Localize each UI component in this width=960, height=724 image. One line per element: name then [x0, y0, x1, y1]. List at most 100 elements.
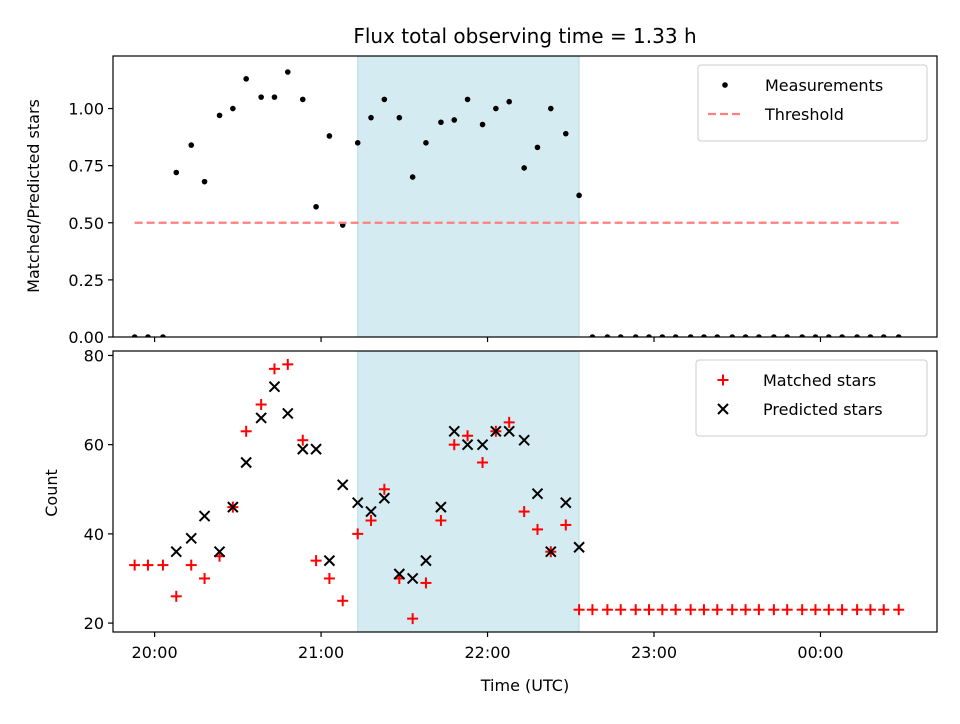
top-data — [131, 69, 902, 337]
bottom-series-matched-stars-point — [448, 439, 460, 451]
bottom-series-predicted-stars-point — [255, 412, 267, 424]
bottom-series-matched-stars-point — [268, 363, 280, 375]
bottom-series-predicted-stars-point — [573, 541, 585, 553]
bottom-series-matched-stars-point — [643, 604, 655, 616]
bottom-series-matched-stars-point — [297, 434, 309, 446]
bottom-series-predicted-stars-point — [476, 438, 489, 451]
bottom-series-matched-stars-point — [352, 528, 364, 540]
top-series-measurements-point — [548, 105, 554, 112]
bottom-legend-label: Predicted stars — [763, 400, 883, 419]
bottom-series-predicted-stars-point — [170, 546, 182, 558]
top-series-measurements-point — [867, 334, 874, 337]
bottom-series-predicted-stars-point — [227, 501, 239, 513]
bottom-series-predicted-stars-point — [378, 492, 391, 504]
top-legend-entry: Threshold — [708, 105, 844, 124]
bottom-series-predicted-stars-point — [393, 568, 406, 580]
bottom-series-matched-stars-point — [878, 604, 890, 616]
top-panel: 0.00 0.25 0.50 0.75 1.00 Measurements Threshol… — [68, 55, 938, 347]
top-series-measurements-point — [216, 112, 223, 119]
bottom-series-predicted-stars-point — [282, 407, 294, 420]
top-series-measurements-point — [756, 334, 762, 337]
bottom-series-matched-stars-point — [601, 604, 613, 616]
bottom-series-matched-stars-point — [796, 604, 808, 616]
top-series-measurements-point — [188, 142, 195, 148]
bottom-series-matched-stars-point — [129, 559, 141, 571]
top-series-measurements-point — [173, 169, 180, 176]
bottom-y-axis-label: Count — [42, 469, 61, 517]
top-series-measurements-point — [313, 203, 319, 210]
bottom-series-matched-stars-point — [477, 457, 489, 469]
top-legend-box — [697, 64, 928, 142]
x-axis-label: Time (UTC) — [480, 676, 569, 695]
top-series-measurements-point — [284, 69, 291, 75]
top-series-measurements-point — [243, 76, 249, 82]
top-series-measurements-point — [479, 121, 486, 128]
bottom-series-matched-stars-point — [365, 514, 377, 526]
top-series-measurements-point — [409, 174, 416, 180]
bottom-series-matched-stars-point — [282, 358, 294, 370]
bottom-series-matched-stars-point — [656, 604, 668, 616]
bottom-series-matched-stars-point — [323, 572, 335, 584]
bottom-series-predicted-stars-point — [420, 554, 432, 567]
top-series-measurements-point — [521, 165, 527, 171]
bottom-series-matched-stars-point — [753, 604, 765, 616]
bottom-series-matched-stars-point — [768, 604, 780, 616]
bottom-series-matched-stars-point — [560, 519, 572, 531]
bottom-series-matched-stars-point — [685, 604, 697, 616]
bottom-series-matched-stars-point — [893, 604, 905, 616]
top-series-measurements-point — [825, 334, 832, 337]
top-series-measurements-point — [576, 192, 582, 199]
bottom-series-matched-stars-point — [698, 604, 710, 616]
top-series-measurements-point — [160, 334, 166, 337]
bottom-series-predicted-stars-point — [490, 425, 502, 437]
top-y-tick-label: 1.00 — [68, 100, 104, 119]
top-series-measurements-point — [880, 334, 887, 337]
top-series-measurements-point — [258, 94, 264, 100]
bottom-series-matched-stars-point — [781, 604, 793, 616]
bottom-series-predicted-stars-point — [406, 572, 419, 585]
bottom-series-matched-stars-point — [240, 425, 252, 437]
bottom-y-tick-label: 80 — [84, 346, 104, 365]
top-series-measurements-point — [742, 334, 749, 337]
bottom-series-predicted-stars-point — [240, 456, 252, 469]
bottom-series-matched-stars-point — [823, 604, 835, 616]
bottom-x-tick-label: 21:00 — [298, 643, 344, 662]
top-y-tick-label: 0.75 — [68, 157, 104, 176]
bottom-series-predicted-stars-point — [351, 496, 364, 509]
bottom-legend-entry: Matched stars — [717, 371, 876, 390]
bottom-series-matched-stars-point — [142, 559, 154, 571]
top-series-measurements-point — [423, 140, 429, 146]
top-legend-swatch — [722, 82, 728, 88]
top-series-measurements-point — [326, 133, 333, 139]
bottom-series-matched-stars-point — [518, 506, 530, 518]
bottom-series-matched-stars-point — [809, 604, 821, 616]
bottom-series-predicted-stars-point — [213, 546, 226, 558]
bottom-x-tick-label: 00:00 — [797, 643, 843, 662]
bottom-series-matched-stars-point — [630, 604, 642, 616]
bottom-series-matched-stars-point — [420, 577, 432, 589]
bottom-x-tick-label: 22:00 — [464, 643, 510, 662]
top-shaded-region — [357, 55, 580, 338]
bottom-y-tick-label: 60 — [84, 436, 104, 455]
bottom-series-predicted-stars-point — [198, 510, 211, 522]
bottom-series-matched-stars-point — [615, 604, 627, 616]
top-series-measurements-point — [562, 130, 569, 137]
top-y-axis-label: Matched/Predicted stars — [24, 99, 43, 293]
bottom-series-matched-stars-point — [864, 604, 876, 616]
bottom-series-predicted-stars-point — [268, 380, 281, 393]
bottom-series-matched-stars-point — [337, 595, 349, 607]
top-series-measurements-point — [506, 98, 512, 105]
bottom-series-predicted-stars-point — [560, 496, 572, 509]
bottom-series-predicted-stars-point — [435, 501, 447, 513]
top-series-measurements-point — [646, 334, 652, 337]
top-series-measurements-point — [632, 334, 639, 337]
top-series-measurements-point — [771, 334, 777, 337]
top-series-measurements-point — [145, 334, 151, 337]
bottom-series-matched-stars-point — [462, 430, 474, 442]
top-series-measurements-point — [589, 334, 596, 337]
top-series-measurements-point — [396, 114, 403, 121]
top-series-measurements-point — [604, 334, 611, 337]
bottom-series-matched-stars-point — [503, 416, 515, 428]
top-series-measurements-point — [131, 334, 138, 337]
